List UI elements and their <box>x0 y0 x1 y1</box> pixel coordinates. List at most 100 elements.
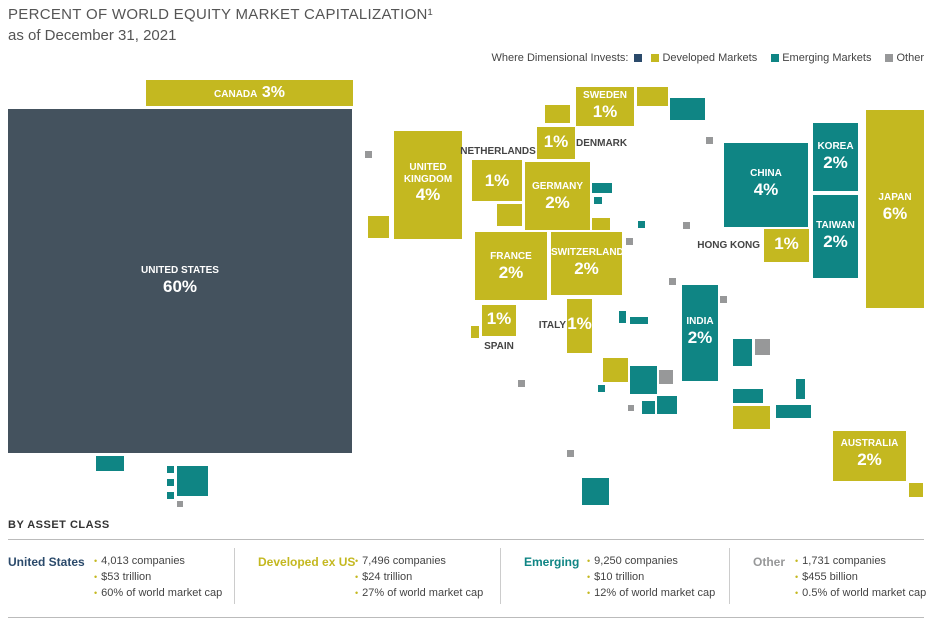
legend: Where Dimensional Invests: Developed Mar… <box>491 52 924 64</box>
country-label-france: FRANCE 2% <box>475 251 547 282</box>
fact-companies: 9,250 companies <box>587 555 715 571</box>
separator <box>234 548 235 604</box>
country-box-japan <box>866 110 924 308</box>
small-box-other <box>177 501 183 507</box>
legend-label-emerging: Emerging Markets <box>782 52 872 64</box>
small-box-emerging <box>582 478 609 505</box>
country-label-switzerland: SWITZERLAND 2% <box>551 247 624 278</box>
small-box-emerging <box>96 456 124 471</box>
country-name: TAIWAN <box>816 220 855 231</box>
small-box-emerging <box>657 396 677 414</box>
country-label-netherlands-value: 1% <box>472 171 522 191</box>
country-value: 2% <box>574 258 599 278</box>
country-box-australia <box>833 431 906 481</box>
country-label-hong-kong-name: HONG KONG <box>692 240 760 252</box>
country-name: SPAIN <box>484 341 514 352</box>
legend-swatch-other <box>885 54 894 62</box>
country-label-italy-value: 1% <box>567 314 592 334</box>
legend-swatch-emerging <box>771 54 780 62</box>
country-box-sweden <box>576 87 634 126</box>
country-label-india: INDIA 2% <box>682 316 718 347</box>
country-box-switzerland <box>551 232 622 295</box>
country-value: 2% <box>545 192 570 212</box>
country-box-hong-kong <box>764 229 809 262</box>
small-box-developed <box>603 358 628 382</box>
small-box-developed <box>909 483 923 497</box>
country-label-spain-value: 1% <box>482 309 516 329</box>
country-name: ITALY <box>538 320 566 331</box>
country-name: FRANCE <box>490 251 532 262</box>
fact-share: 60% of world market cap <box>94 587 222 603</box>
country-box-italy <box>567 299 592 353</box>
small-box-emerging <box>796 379 805 399</box>
small-box-other <box>365 151 372 158</box>
country-name: GERMANY <box>531 181 584 192</box>
country-label-united-states: UNITED STATES 60% <box>8 265 352 296</box>
country-value: 2% <box>823 152 848 172</box>
small-box-other <box>628 405 634 411</box>
small-box-developed <box>733 406 770 429</box>
small-box-developed <box>368 216 389 238</box>
country-box-canada <box>146 80 353 106</box>
small-box-emerging <box>733 389 763 403</box>
country-label-taiwan: TAIWAN 2% <box>813 220 858 251</box>
fact-market-value: $24 trillion <box>355 571 483 587</box>
fact-market-value: $455 billion <box>795 571 926 587</box>
asset-class-name: Other <box>753 555 786 569</box>
legend-swatch-developed <box>651 54 660 62</box>
country-box-netherlands <box>472 160 522 201</box>
country-value: 1% <box>567 314 592 333</box>
country-value: 2% <box>498 262 524 282</box>
asset-class-name: Emerging <box>524 555 580 569</box>
country-name: UNITED KINGDOM <box>403 162 453 185</box>
country-label-spain-name: SPAIN <box>474 341 524 353</box>
country-label-italy-name: ITALY <box>530 320 566 332</box>
small-box-developed <box>637 87 668 106</box>
small-box-other <box>518 380 525 387</box>
small-box-emerging <box>167 479 174 486</box>
asset-class-facts: 1,731 companies $455 billion 0.5% of wor… <box>795 555 926 603</box>
country-label-netherlands-name: NETHERLANDS <box>448 146 548 158</box>
country-name: DENMARK <box>576 138 628 149</box>
country-name: UNITED STATES <box>141 265 219 276</box>
country-value: 4% <box>753 179 779 199</box>
country-name: NETHERLANDS <box>460 146 536 157</box>
country-box-spain <box>482 305 516 336</box>
country-box-china <box>724 143 808 227</box>
fact-companies: 1,731 companies <box>795 555 926 571</box>
asset-class-facts: 4,013 companies $53 trillion 60% of worl… <box>94 555 222 603</box>
small-box-developed <box>471 326 479 338</box>
fact-share: 12% of world market cap <box>587 587 715 603</box>
country-value: 2% <box>857 449 882 469</box>
small-box-other <box>706 137 713 144</box>
legend-item-developed: Developed Markets <box>651 52 757 64</box>
country-label-korea: KOREA 2% <box>813 141 858 172</box>
fact-share: 27% of world market cap <box>355 587 483 603</box>
fact-market-value: $10 trillion <box>587 571 715 587</box>
legend-prefix: Where Dimensional Invests: <box>491 52 629 64</box>
country-label-sweden: SWEDEN 1% <box>576 90 634 121</box>
country-label-china: CHINA 4% <box>724 168 808 199</box>
asset-class-name: United States <box>8 555 85 569</box>
country-label-denmark-name: DENMARK <box>576 138 632 150</box>
divider-bottom <box>8 617 924 618</box>
country-name: SWITZERLAND <box>551 247 624 258</box>
small-box-other <box>567 450 574 457</box>
country-box-united-kingdom <box>394 131 462 239</box>
country-box-taiwan <box>813 195 858 278</box>
small-box-emerging <box>776 405 811 418</box>
asset-class-facts: 7,496 companies $24 trillion 27% of worl… <box>355 555 483 603</box>
small-box-other <box>626 238 633 245</box>
legend-us-swatch <box>634 54 643 62</box>
country-value: 3% <box>261 84 285 101</box>
small-box-other <box>683 222 690 229</box>
small-box-emerging <box>670 98 705 120</box>
country-box-korea <box>813 123 858 191</box>
small-box-emerging <box>630 317 648 324</box>
small-box-emerging <box>592 183 612 193</box>
legend-item-other: Other <box>885 52 924 64</box>
fact-share: 0.5% of world market cap <box>795 587 926 603</box>
separator <box>500 548 501 604</box>
country-value: 1% <box>484 171 510 190</box>
country-name: HONG KONG <box>697 240 760 251</box>
